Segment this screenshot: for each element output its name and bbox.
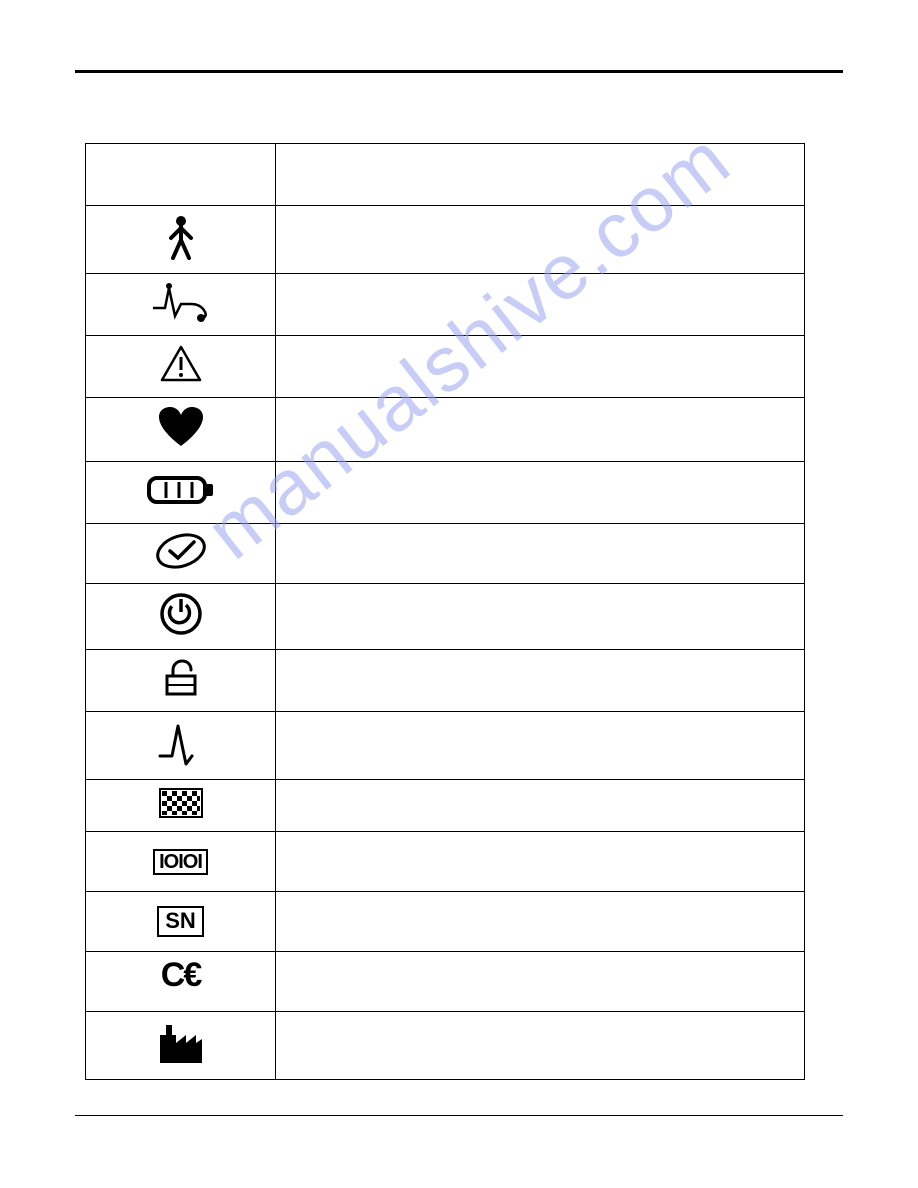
ioio-icon: IOIOI: [153, 849, 208, 875]
symbol-definition-table: IOIOI SN C€: [85, 143, 805, 1080]
symbol-cell: [86, 462, 276, 524]
symbol-cell: [86, 144, 276, 206]
power-icon: [159, 592, 203, 636]
checker-icon: [159, 788, 203, 818]
description-cell: [276, 952, 805, 1012]
description-cell: [276, 144, 805, 206]
check-oval-icon: [154, 532, 208, 570]
table-row: [86, 398, 805, 462]
table-row: [86, 274, 805, 336]
description-cell: [276, 524, 805, 584]
table-row: SN: [86, 892, 805, 952]
table-row: [86, 650, 805, 712]
table-row: [86, 336, 805, 398]
battery-icon: [146, 473, 216, 507]
symbol-cell: [86, 206, 276, 274]
person-icon: [164, 214, 198, 260]
pulse-icon: [156, 720, 206, 766]
description-cell: [276, 206, 805, 274]
description-cell: [276, 892, 805, 952]
description-cell: [276, 780, 805, 832]
ce-icon: C€: [161, 975, 200, 982]
description-cell: [276, 650, 805, 712]
page-container: IOIOI SN C€: [0, 0, 918, 1176]
symbol-cell: [86, 524, 276, 584]
symbol-cell: [86, 584, 276, 650]
sn-icon: SN: [157, 906, 204, 936]
ecg-probe-icon: [151, 282, 211, 322]
description-cell: [276, 398, 805, 462]
caution-icon: [159, 344, 203, 384]
symbol-cell: SN: [86, 892, 276, 952]
description-cell: [276, 712, 805, 780]
description-cell: [276, 336, 805, 398]
table-row: [86, 780, 805, 832]
bottom-horizontal-rule: [75, 1115, 843, 1116]
description-cell: [276, 462, 805, 524]
sn-icon: SN: [157, 906, 204, 936]
table-row: [86, 584, 805, 650]
symbol-cell: [86, 398, 276, 462]
symbol-cell: [86, 336, 276, 398]
symbol-cell: IOIOI: [86, 832, 276, 892]
heart-icon: [157, 406, 205, 448]
table-row: [86, 462, 805, 524]
unlock-icon: [161, 658, 201, 698]
factory-icon: [156, 1021, 206, 1065]
ce-icon: C€: [161, 956, 200, 994]
description-cell: [276, 1012, 805, 1080]
table-row: [86, 206, 805, 274]
description-cell: [276, 274, 805, 336]
symbol-cell: C€: [86, 952, 276, 1012]
ioio-icon: IOIOI: [153, 849, 208, 875]
table-row: [86, 144, 805, 206]
symbol-cell: [86, 650, 276, 712]
table-row: [86, 524, 805, 584]
table-row: [86, 1012, 805, 1080]
top-horizontal-rule: [75, 70, 843, 73]
symbol-cell: [86, 274, 276, 336]
description-cell: [276, 584, 805, 650]
table-row: C€: [86, 952, 805, 1012]
symbol-cell: [86, 712, 276, 780]
table-row: IOIOI: [86, 832, 805, 892]
symbol-cell: [86, 1012, 276, 1080]
description-cell: [276, 832, 805, 892]
symbol-cell: [86, 780, 276, 832]
table-row: [86, 712, 805, 780]
